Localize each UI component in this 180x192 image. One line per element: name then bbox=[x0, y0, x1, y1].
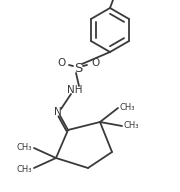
Text: CH₃: CH₃ bbox=[17, 142, 32, 151]
Text: CH₃: CH₃ bbox=[17, 165, 32, 174]
Text: S: S bbox=[74, 61, 82, 74]
Text: N: N bbox=[54, 107, 62, 117]
Text: O: O bbox=[57, 58, 65, 68]
Text: CH₃: CH₃ bbox=[124, 122, 140, 131]
Text: CH₃: CH₃ bbox=[120, 103, 136, 112]
Text: NH: NH bbox=[67, 85, 83, 95]
Text: O: O bbox=[91, 58, 99, 68]
